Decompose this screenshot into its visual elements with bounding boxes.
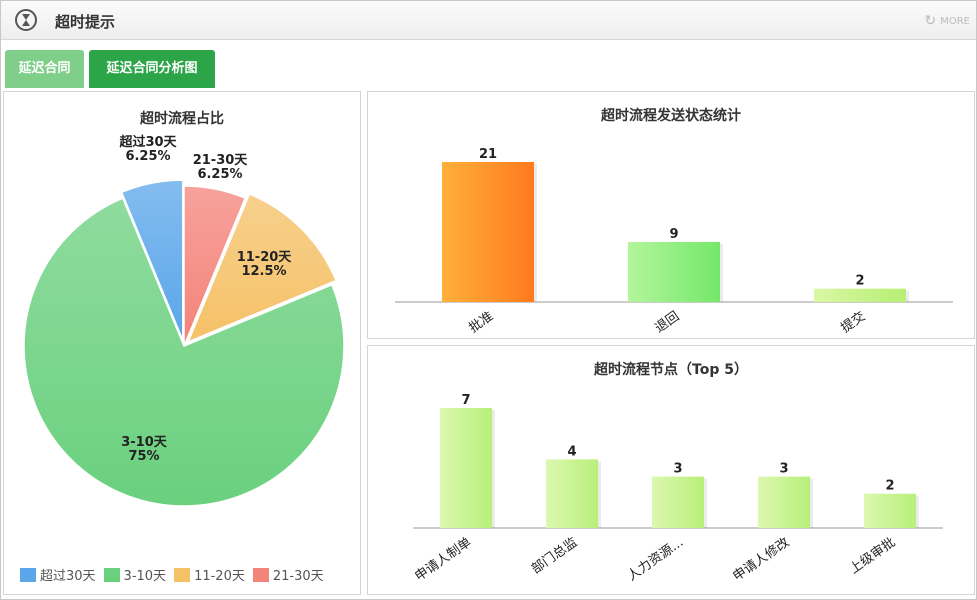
pie-chart-title: 超时流程占比 [140, 111, 224, 127]
bar[interactable] [758, 476, 810, 528]
pie-slice-label: 3-10天 [121, 435, 168, 450]
tab-delayed-contract-analysis[interactable]: 延迟合同分析图 [89, 50, 215, 88]
pie-slice-label: 21-30天 [193, 153, 249, 168]
bar-value-label: 3 [779, 462, 788, 477]
status-bar-chart: 21 批准 9 退回 2 提交 [395, 147, 953, 336]
pie-slice[interactable] [23, 197, 345, 507]
title-bar: 超时提示 ↻ MORE [1, 1, 976, 40]
legend-swatch [174, 567, 191, 582]
bar-value-label: 3 [673, 462, 682, 477]
legend-swatch [252, 567, 269, 582]
legend-item[interactable]: 21-30天 [252, 565, 324, 584]
bar-value-label: 9 [669, 227, 678, 242]
legend-swatch [103, 567, 120, 582]
legend-label: 3-10天 [123, 569, 167, 584]
bar-category-label: 申请人制单 [412, 535, 474, 585]
bar[interactable] [628, 242, 720, 302]
bar-category-label: 申请人修改 [730, 535, 792, 585]
legend-swatch [20, 567, 36, 582]
more-label[interactable]: MORE [940, 16, 970, 27]
hourglass-icon [15, 9, 37, 31]
status-bar-chart-panel: 超时流程发送状态统计 21 批准 9 退回 2 提交 [367, 91, 975, 339]
pie-slice-value: 6.25% [125, 149, 170, 164]
bar-category-label: 批准 [466, 309, 496, 336]
bar-category-label: 退回 [652, 309, 682, 336]
bar-category-label: 人力资源... [625, 535, 686, 584]
legend-item[interactable]: 11-20天 [174, 565, 245, 584]
pie-slice[interactable] [120, 179, 184, 341]
bar[interactable] [442, 162, 534, 302]
legend-item[interactable]: 3-10天 [103, 565, 167, 584]
bar-value-label: 21 [479, 147, 497, 162]
window-title: 超时提示 [55, 13, 116, 31]
tab-delayed-contracts[interactable]: 延迟合同 [5, 50, 84, 88]
node-bar-chart: 7 申请人制单 4 部门总监 3 人力资源... 3 申请人修改 2 上级审批 [412, 393, 943, 585]
legend-label: 超过30天 [40, 569, 96, 584]
pie-slice-value: 6.25% [197, 167, 242, 182]
refresh-icon[interactable]: ↻ [924, 13, 937, 29]
pie-legend: 超过30天 3-10天 11-20天 21-30天 [20, 565, 324, 584]
bar[interactable] [652, 476, 704, 528]
pie-slice[interactable] [183, 185, 247, 347]
bar-category-label: 部门总监 [529, 535, 580, 577]
bar[interactable] [440, 408, 492, 528]
pie-chart-panel: 超时流程占比 21-30天 6.25% 11-20天 12.5% 3-10天 75% 超过3… [3, 91, 361, 595]
bar[interactable] [814, 288, 906, 302]
bar-value-label: 7 [461, 393, 470, 408]
bar-value-label: 2 [855, 274, 864, 289]
pie-slice-value: 12.5% [241, 264, 286, 279]
legend-label: 21-30天 [272, 569, 324, 584]
bar-category-label: 上级审批 [847, 535, 898, 577]
more-link[interactable]: ↻ MORE [925, 13, 971, 29]
bar[interactable] [546, 459, 598, 528]
pie-slice-label: 11-20天 [237, 250, 293, 265]
status-chart-title: 超时流程发送状态统计 [601, 108, 741, 124]
legend-item[interactable]: 超过30天 [20, 565, 96, 584]
legend-label: 11-20天 [194, 569, 245, 584]
node-chart-title: 超时流程节点（Top 5） [594, 362, 748, 378]
bar-category-label: 提交 [838, 308, 868, 336]
bar[interactable] [864, 493, 916, 528]
pie-slice-value: 75% [128, 449, 159, 464]
bar-value-label: 4 [567, 444, 576, 459]
node-bar-chart-panel: 超时流程节点（Top 5） 7 申请人制单 4 部门总监 3 人力资源... 3 申请人修改 2… [367, 345, 975, 595]
bar-value-label: 2 [885, 479, 894, 494]
pie-slice[interactable] [186, 192, 338, 344]
pie-slice-label: 超过30天 [119, 134, 177, 150]
